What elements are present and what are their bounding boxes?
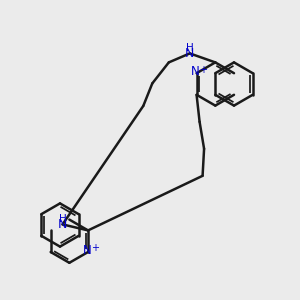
Text: +: +	[199, 64, 207, 75]
Text: H: H	[186, 43, 194, 53]
Text: N: N	[185, 47, 194, 60]
Text: H: H	[59, 214, 66, 224]
Text: +: +	[91, 243, 99, 254]
Text: N: N	[191, 65, 200, 79]
Text: N: N	[82, 244, 91, 257]
Text: N: N	[58, 218, 67, 231]
